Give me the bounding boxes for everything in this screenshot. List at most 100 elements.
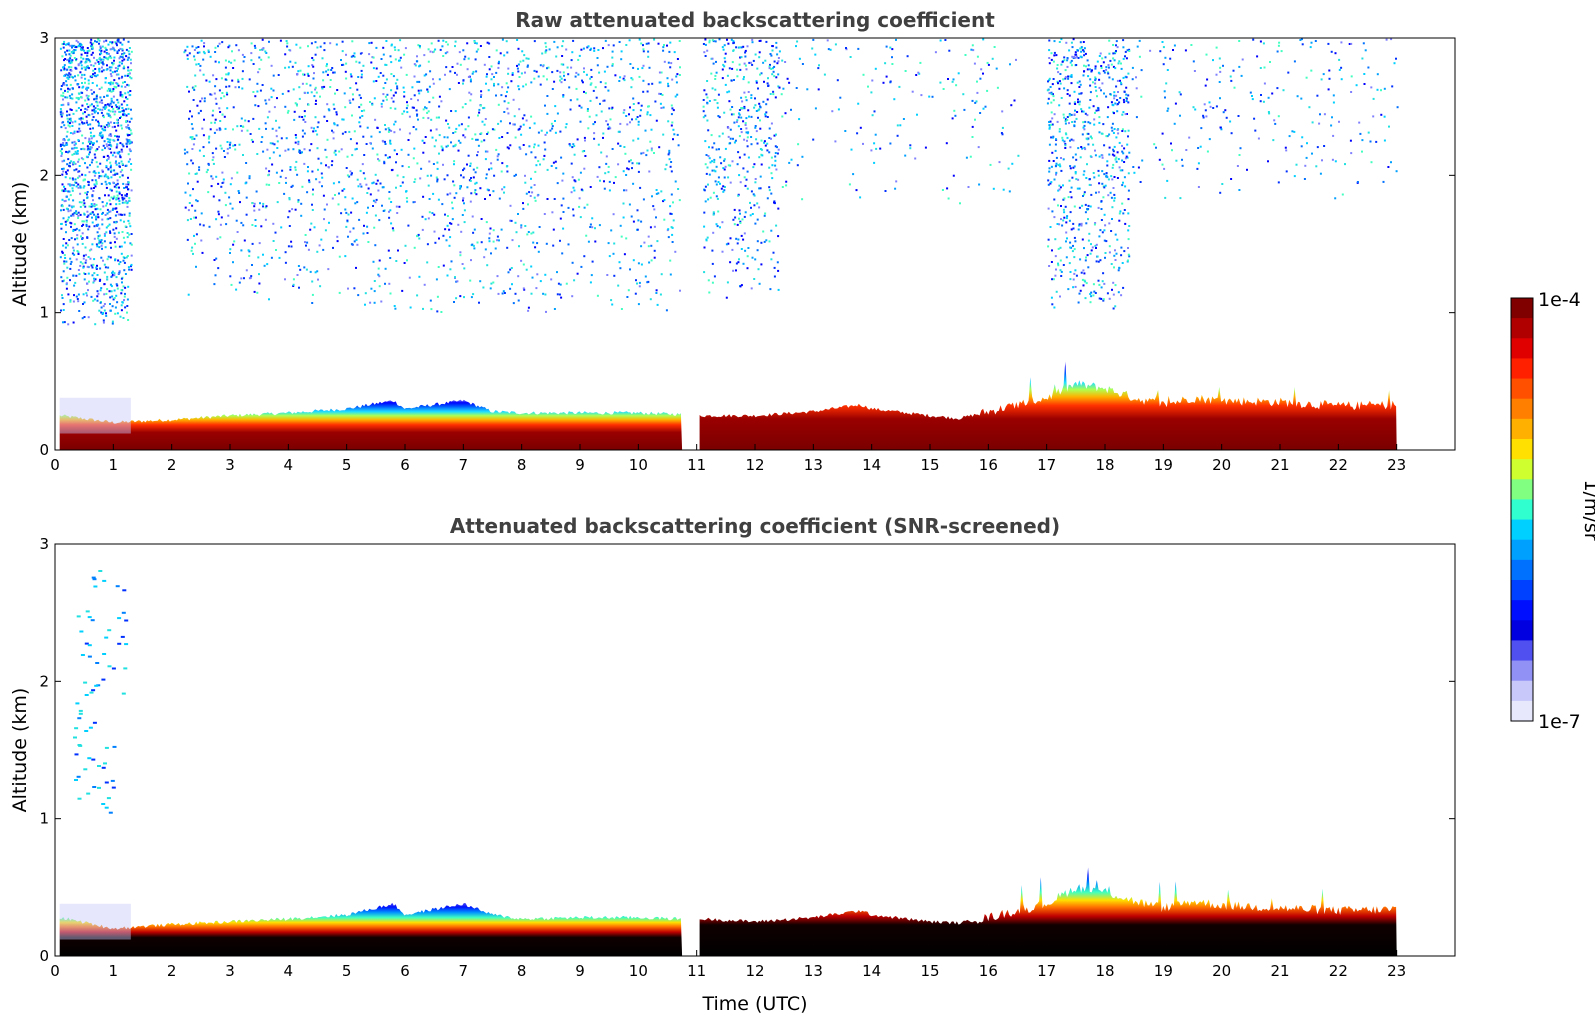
noise-speckle	[530, 151, 532, 153]
noise-speckle	[1358, 122, 1360, 124]
noise-speckle	[441, 45, 443, 47]
noise-speckle	[74, 67, 76, 69]
noise-speckle	[91, 147, 93, 149]
noise-speckle	[65, 231, 67, 233]
noise-speckle	[462, 106, 464, 108]
noise-speckle	[267, 174, 269, 176]
noise-speckle	[761, 140, 763, 142]
noise-speckle	[98, 246, 100, 248]
noise-speckle	[721, 221, 723, 223]
noise-speckle	[764, 241, 766, 243]
noise-speckle	[76, 237, 78, 239]
noise-speckle	[94, 68, 96, 70]
noise-speckle	[376, 68, 378, 70]
noise-speckle	[708, 155, 710, 157]
noise-speckle	[1085, 177, 1087, 179]
noise-speckle	[456, 280, 458, 282]
noise-speckle	[601, 111, 603, 113]
noise-speckle	[1118, 267, 1120, 269]
noise-speckle	[303, 119, 305, 121]
noise-speckle	[130, 77, 132, 79]
noise-speckle	[541, 130, 543, 132]
noise-speckle	[429, 70, 431, 72]
noise-speckle	[1104, 72, 1106, 74]
noise-speckle	[1105, 135, 1107, 137]
noise-speckle	[1003, 189, 1005, 191]
noise-speckle	[1079, 103, 1081, 105]
noise-speckle	[91, 296, 93, 298]
noise-speckle	[863, 74, 865, 76]
noise-speckle	[736, 69, 738, 71]
noise-speckle	[88, 316, 90, 318]
noise-speckle	[1108, 67, 1110, 69]
noise-speckle	[553, 229, 555, 231]
noise-speckle	[1149, 50, 1151, 52]
noise-speckle	[970, 49, 972, 51]
noise-speckle	[1115, 44, 1117, 46]
noise-speckle	[388, 217, 390, 219]
noise-speckle	[1065, 42, 1067, 44]
noise-speckle	[657, 304, 659, 306]
noise-speckle	[503, 290, 505, 292]
noise-speckle	[122, 113, 124, 115]
noise-speckle	[671, 79, 673, 81]
noise-speckle	[208, 136, 210, 138]
noise-speckle	[195, 173, 197, 175]
noise-speckle	[189, 194, 191, 196]
noise-speckle	[670, 166, 672, 168]
noise-speckle	[1075, 64, 1077, 66]
noise-speckle	[123, 109, 125, 111]
noise-speckle	[424, 284, 426, 286]
noise-speckle	[67, 88, 69, 90]
noise-speckle	[1109, 251, 1111, 253]
noise-speckle	[1062, 184, 1064, 186]
noise-speckle	[99, 96, 101, 98]
noise-speckle	[639, 282, 641, 284]
noise-speckle	[597, 176, 599, 178]
noise-speckle	[344, 255, 346, 257]
noise-speckle	[336, 236, 338, 238]
noise-speckle	[1112, 123, 1114, 125]
noise-speckle	[187, 54, 189, 56]
noise-speckle	[651, 148, 653, 150]
noise-speckle	[1294, 175, 1296, 177]
noise-speckle	[214, 93, 216, 95]
noise-speckle	[76, 185, 78, 187]
noise-speckle	[741, 131, 743, 133]
noise-speckle	[375, 80, 377, 82]
noise-speckle	[217, 211, 219, 213]
noise-speckle	[356, 239, 358, 241]
noise-speckle	[530, 266, 532, 268]
noise-speckle	[506, 82, 508, 84]
noise-speckle	[1098, 109, 1100, 111]
noise-speckle	[761, 154, 763, 156]
noise-speckle	[123, 66, 125, 68]
noise-speckle	[1090, 253, 1092, 255]
noise-speckle	[669, 158, 671, 160]
noise-speckle	[1114, 305, 1116, 307]
noise-speckle	[268, 170, 270, 172]
noise-speckle	[363, 154, 365, 156]
noise-speckle	[1384, 88, 1386, 90]
noise-speckle	[80, 109, 82, 111]
noise-speckle	[672, 138, 674, 140]
noise-speckle	[87, 47, 89, 49]
noise-speckle	[632, 140, 634, 142]
noise-speckle	[470, 180, 472, 182]
noise-speckle	[341, 148, 343, 150]
noise-speckle	[86, 95, 88, 97]
noise-speckle	[127, 134, 129, 136]
noise-speckle	[115, 227, 117, 229]
noise-speckle	[527, 65, 529, 67]
noise-speckle	[648, 245, 650, 247]
noise-speckle	[597, 57, 599, 59]
noise-speckle	[1083, 170, 1085, 172]
noise-speckle	[400, 67, 402, 69]
noise-speckle	[1050, 124, 1052, 126]
noise-speckle	[905, 70, 907, 72]
noise-speckle	[88, 99, 90, 101]
noise-speckle	[588, 241, 590, 243]
noise-speckle	[103, 293, 105, 295]
noise-speckle	[585, 235, 587, 237]
noise-speckle	[91, 137, 93, 139]
